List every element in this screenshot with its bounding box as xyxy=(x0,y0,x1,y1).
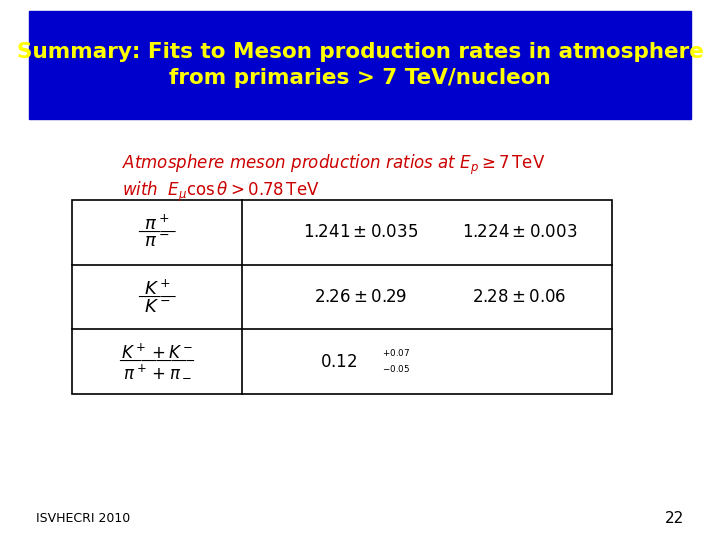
Text: $2.26 \pm 0.29$: $2.26 \pm 0.29$ xyxy=(314,288,407,306)
Text: Summary: Fits to Meson production rates in atmosphere
from primaries > 7 TeV/nuc: Summary: Fits to Meson production rates … xyxy=(17,42,703,88)
Text: with  $E_\mu\cos\theta > 0.78\,\mathrm{TeV}$: with $E_\mu\cos\theta > 0.78\,\mathrm{Te… xyxy=(122,180,320,204)
Text: ISVHECRI 2010: ISVHECRI 2010 xyxy=(36,512,130,525)
Text: $^{+0.07}$: $^{+0.07}$ xyxy=(382,349,410,362)
Text: $\pi^+$: $\pi^+$ xyxy=(145,214,170,234)
Text: ─────: ───── xyxy=(138,226,176,239)
Text: Atmosphere meson production ratios at $E_p \geq 7\,\mathrm{TeV}$: Atmosphere meson production ratios at $E… xyxy=(122,153,546,177)
Text: $\pi^+ + \pi_-$: $\pi^+ + \pi_-$ xyxy=(122,362,192,381)
Text: 22: 22 xyxy=(665,511,684,526)
Text: $K^+$: $K^+$ xyxy=(144,279,171,299)
Text: $1.224 \pm 0.003$: $1.224 \pm 0.003$ xyxy=(462,223,577,241)
Text: $K^+ + K^-$: $K^+ + K^-$ xyxy=(121,343,193,362)
Text: $K^-$: $K^-$ xyxy=(144,298,171,316)
Text: $0.12$: $0.12$ xyxy=(320,353,358,371)
Text: $\pi^-$: $\pi^-$ xyxy=(145,233,170,251)
Text: $1.241 \pm 0.035$: $1.241 \pm 0.035$ xyxy=(303,223,418,241)
Text: ─────: ───── xyxy=(138,291,176,303)
Text: $_{-0.05}$: $_{-0.05}$ xyxy=(382,362,410,375)
Text: $2.28 \pm 0.06$: $2.28 \pm 0.06$ xyxy=(472,288,567,306)
Text: ──────────: ────────── xyxy=(120,355,194,368)
